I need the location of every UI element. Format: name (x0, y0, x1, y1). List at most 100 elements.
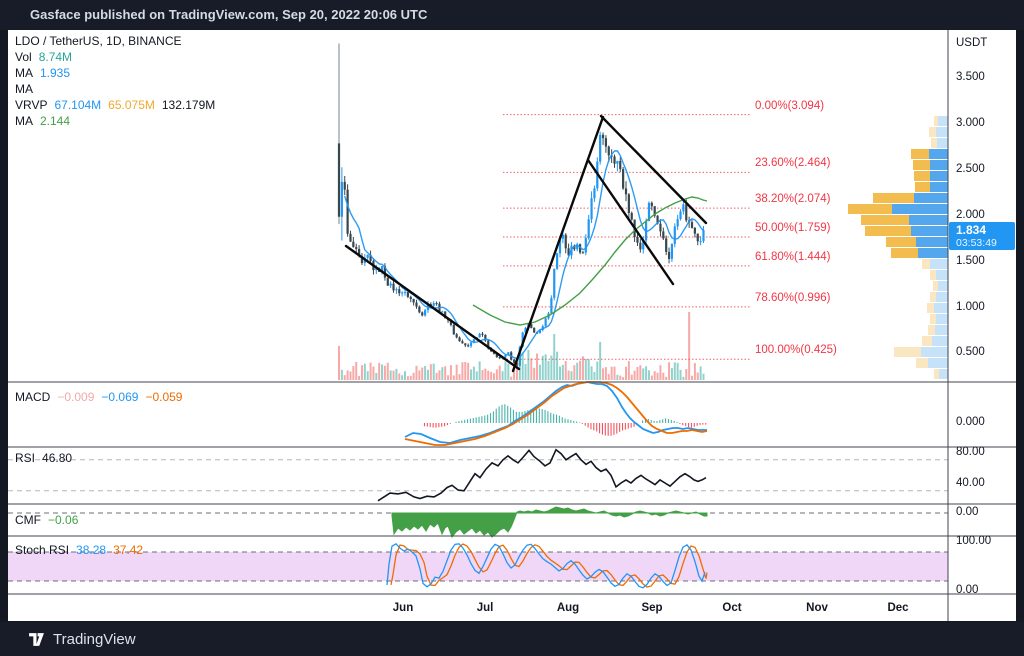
vrvp-bar-down (936, 292, 948, 302)
volume-bar (659, 365, 662, 380)
candle-body (558, 238, 562, 254)
volume-bar (602, 368, 605, 380)
volume-bar (492, 373, 495, 380)
volume-bar (558, 366, 561, 380)
volume-bar (404, 371, 407, 380)
volume-bar (590, 366, 593, 380)
candle-body (587, 219, 590, 238)
volume-bar (349, 371, 352, 380)
volume-bar (581, 356, 584, 380)
vrvp-bar-up (894, 347, 921, 357)
candle-body (619, 160, 622, 170)
candle-body (550, 297, 553, 314)
candle-body (553, 268, 556, 298)
volume-bar (490, 371, 493, 380)
volume-bar (401, 375, 404, 380)
volume-bar (561, 364, 564, 380)
candle-body (415, 302, 418, 307)
vrvp-bar-down (936, 127, 948, 137)
volume-bar (515, 358, 518, 380)
candle-body (627, 194, 630, 213)
vrvp-bar-up (928, 325, 935, 335)
vrvp-bar-down (929, 149, 948, 159)
tradingview-brand-link[interactable]: TradingView (53, 630, 136, 648)
volume-bar (478, 361, 481, 380)
volume-bar (636, 366, 639, 380)
vrvp-bar-up (930, 314, 936, 324)
candle-body (581, 252, 585, 254)
volume-bar (510, 376, 513, 380)
vrvp-bar-down (936, 314, 948, 324)
volume-bar (633, 370, 636, 380)
volume-bar (383, 365, 386, 380)
trend-line[interactable] (599, 114, 708, 225)
candle-body (662, 231, 665, 239)
vrvp-bar-down (936, 270, 948, 280)
trend-line[interactable] (511, 115, 605, 373)
time-axis[interactable] (8, 594, 948, 620)
candle-body (622, 169, 625, 189)
vrvp-bar-up (916, 358, 928, 368)
volume-bar (395, 368, 398, 380)
candle-body (469, 342, 473, 347)
volume-bar (464, 362, 467, 380)
price-axis[interactable] (948, 30, 1016, 620)
stoch-d-line (390, 543, 708, 588)
volume-bar (475, 371, 478, 380)
vrvp-bar-up (873, 193, 914, 203)
candle-body (644, 220, 648, 241)
volume-bar (481, 370, 484, 380)
trend-line[interactable] (344, 244, 521, 371)
volume-bar (573, 365, 576, 380)
volume-bar (424, 366, 427, 380)
vrvp-bar-down (930, 182, 948, 192)
volume-bar (530, 358, 533, 380)
volume-bar (369, 362, 372, 380)
volume-bar (596, 361, 599, 380)
volume-bar (544, 354, 547, 380)
vrvp-bar-up (930, 292, 936, 302)
volume-bar (513, 365, 516, 380)
volume-bar (668, 362, 671, 380)
bottom-brand-bar: TradingView (0, 622, 1024, 656)
candle-body (435, 303, 438, 305)
candle-body (487, 340, 490, 349)
volume-bar (613, 366, 616, 380)
volume-bar (679, 369, 682, 380)
vrvp-bar-down (918, 248, 948, 258)
volume-bar (576, 362, 579, 380)
vrvp-bar-down (938, 281, 948, 291)
candle-body (670, 243, 674, 259)
vrvp-bar-up (886, 237, 916, 247)
volume-bar (699, 366, 702, 380)
volume-bar (484, 368, 487, 380)
vrvp-bar-up (915, 182, 930, 192)
volume-bar (702, 373, 705, 380)
volume-bar (688, 312, 691, 380)
volume-bar (696, 372, 699, 380)
volume-bar (610, 366, 613, 380)
volume-bar (412, 372, 415, 380)
candle-body (647, 202, 651, 221)
candle-body (676, 219, 679, 227)
candle-body (467, 345, 470, 347)
vrvp-bar-up (891, 248, 918, 258)
vrvp-bar-up (922, 259, 930, 269)
vrvp-bar-up (930, 270, 936, 280)
candle-body (665, 238, 668, 252)
volume-bar (639, 365, 642, 380)
volume-bar (647, 370, 650, 380)
vrvp-bar-up (865, 226, 911, 236)
candle-body (702, 230, 705, 242)
vrvp-bar-down (921, 347, 948, 357)
trend-line[interactable] (586, 158, 675, 286)
candle-body (343, 181, 346, 190)
tradingview-logo-icon[interactable] (28, 631, 45, 648)
vrvp-bar-up (933, 281, 938, 291)
candle-body (395, 289, 398, 291)
volume-bar (343, 375, 346, 380)
candle-body (424, 310, 427, 316)
volume-bar (455, 364, 458, 380)
volume-bar (518, 354, 521, 380)
